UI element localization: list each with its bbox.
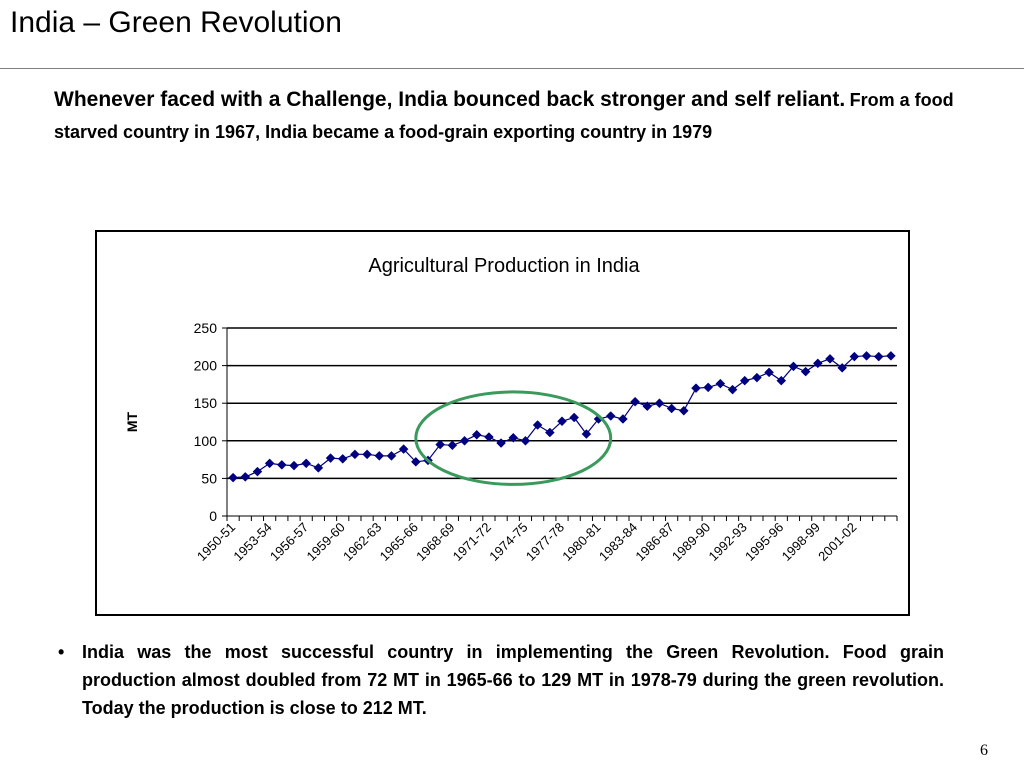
data-point-1988-89 [691, 383, 701, 394]
data-point-1961-62 [362, 449, 372, 460]
y-tick-label-100: 100 [194, 433, 218, 449]
data-point-1984-85 [642, 401, 653, 412]
bullet-text: India was the most successful country in… [82, 642, 944, 718]
chart-title: Agricultural Production in India [368, 255, 640, 277]
x-tick-label-1956-57: 1956-57 [267, 520, 311, 564]
bullet-dot-icon: • [58, 642, 65, 662]
data-point-1952-53 [252, 466, 263, 477]
x-tick-labels: 1950-511953-541956-571959-601962-631965-… [194, 520, 860, 564]
data-point-1997-98 [800, 366, 811, 377]
x-tick-label-1959-60: 1959-60 [303, 520, 347, 564]
data-point-1987-88 [678, 405, 689, 416]
data-point-1985-86 [654, 398, 665, 409]
data-point-1989-90 [703, 382, 714, 393]
title-divider [0, 68, 1024, 69]
data-point-1998-99 [812, 358, 823, 369]
data-point-2001-02 [849, 351, 860, 362]
data-point-1972-73 [496, 438, 506, 448]
x-tick-label-1950-51: 1950-51 [194, 520, 238, 564]
data-point-1964-65 [398, 444, 409, 454]
data-point-1963-64 [386, 450, 397, 461]
y-tick-label-50: 50 [201, 470, 217, 486]
data-point-1995-96 [776, 375, 787, 386]
y-tick-label-0: 0 [209, 508, 217, 524]
x-tick-label-1992-93: 1992-93 [705, 520, 749, 564]
data-point-1981-82 [605, 411, 616, 421]
data-point-1991-92 [727, 384, 738, 395]
annotations [414, 390, 613, 486]
x-tick-label-1977-78: 1977-78 [523, 520, 567, 564]
data-point-2004-05 [886, 350, 896, 361]
axes [222, 327, 898, 521]
page-number: 6 [980, 742, 988, 759]
data-point-1969-70 [459, 435, 470, 446]
x-tick-label-2001-02: 2001-02 [815, 520, 859, 564]
data-point-1979-80 [581, 429, 592, 439]
x-tick-label-1986-87: 1986-87 [632, 520, 676, 564]
highlight-ellipse [414, 390, 613, 486]
data-point-1974-75 [520, 435, 531, 446]
data-point-1990-91 [715, 378, 726, 389]
slide-title: India – Green Revolution [10, 6, 342, 39]
y-tick-label-200: 200 [194, 358, 218, 374]
data-point-1958-59 [325, 453, 336, 463]
x-tick-label-1965-66: 1965-66 [377, 520, 421, 564]
data-point-1962-63 [374, 450, 385, 461]
data-point-1996-97 [788, 361, 799, 372]
data-point-1975-76 [532, 420, 543, 430]
intro-text: Whenever faced with a Challenge, India b… [54, 84, 974, 149]
data-point-1986-87 [666, 403, 677, 414]
data-point-1999-00 [825, 353, 835, 364]
intro-lead: Whenever faced with a Challenge, India b… [54, 88, 846, 111]
data-point-1983-84 [630, 396, 640, 407]
data-point-1959-60 [337, 453, 348, 464]
data-point-1982-83 [618, 414, 628, 424]
data-point-1994-95 [764, 367, 774, 378]
production-chart: Agricultural Production in India MT 0 50 1… [124, 255, 898, 564]
x-tick-label-1962-63: 1962-63 [340, 520, 384, 564]
data-point-1965-66 [410, 457, 421, 467]
x-tick-label-1998-99: 1998-99 [779, 520, 823, 564]
y-tick-label-250: 250 [194, 320, 218, 336]
data-point-1973-74 [508, 432, 519, 443]
x-tick-label-1983-84: 1983-84 [596, 520, 640, 564]
data-point-1977-78 [557, 416, 567, 427]
series-production [228, 350, 896, 483]
data-point-2003-04 [873, 351, 884, 362]
gridlines [227, 327, 897, 480]
data-point-1951-52 [240, 472, 251, 482]
y-tick-label-150: 150 [194, 395, 218, 411]
data-point-1960-61 [350, 449, 360, 460]
data-point-1993-94 [752, 372, 762, 383]
x-tick-label-1989-90: 1989-90 [669, 520, 713, 564]
x-tick-label-1995-96: 1995-96 [742, 520, 786, 564]
data-point-1978-79 [569, 412, 580, 423]
y-axis-label: MT [124, 411, 140, 432]
bullet-list: • India was the most successful country … [58, 638, 944, 722]
data-point-1971-72 [484, 432, 494, 442]
data-point-1955-56 [289, 460, 299, 471]
x-tick-label-1980-81: 1980-81 [559, 520, 603, 564]
data-point-1950-51 [228, 472, 238, 483]
data-point-1992-93 [739, 375, 750, 386]
intro-rest: From a food starved country in 1967, Ind… [54, 90, 954, 142]
x-tick-label-1953-54: 1953-54 [230, 520, 274, 564]
data-point-1954-55 [276, 460, 287, 470]
data-point-2002-03 [861, 350, 872, 361]
data-point-1967-68 [435, 439, 446, 450]
bullet-item: • India was the most successful country … [58, 638, 944, 722]
data-point-1970-71 [471, 429, 482, 440]
data-point-1976-77 [544, 427, 555, 438]
data-point-1953-54 [264, 458, 275, 469]
x-tick-label-1974-75: 1974-75 [486, 520, 530, 564]
y-tick-labels: 0 50 100 150 200 250 [194, 320, 218, 524]
data-point-1968-69 [447, 440, 458, 451]
x-tick-label-1971-72: 1971-72 [450, 520, 494, 564]
data-point-1956-57 [301, 458, 312, 469]
x-tick-label-1968-69: 1968-69 [413, 520, 457, 564]
data-point-1957-58 [313, 463, 324, 473]
data-point-2000-01 [837, 363, 848, 373]
chart-frame: Agricultural Production in India MT 0 50 1… [95, 230, 910, 616]
